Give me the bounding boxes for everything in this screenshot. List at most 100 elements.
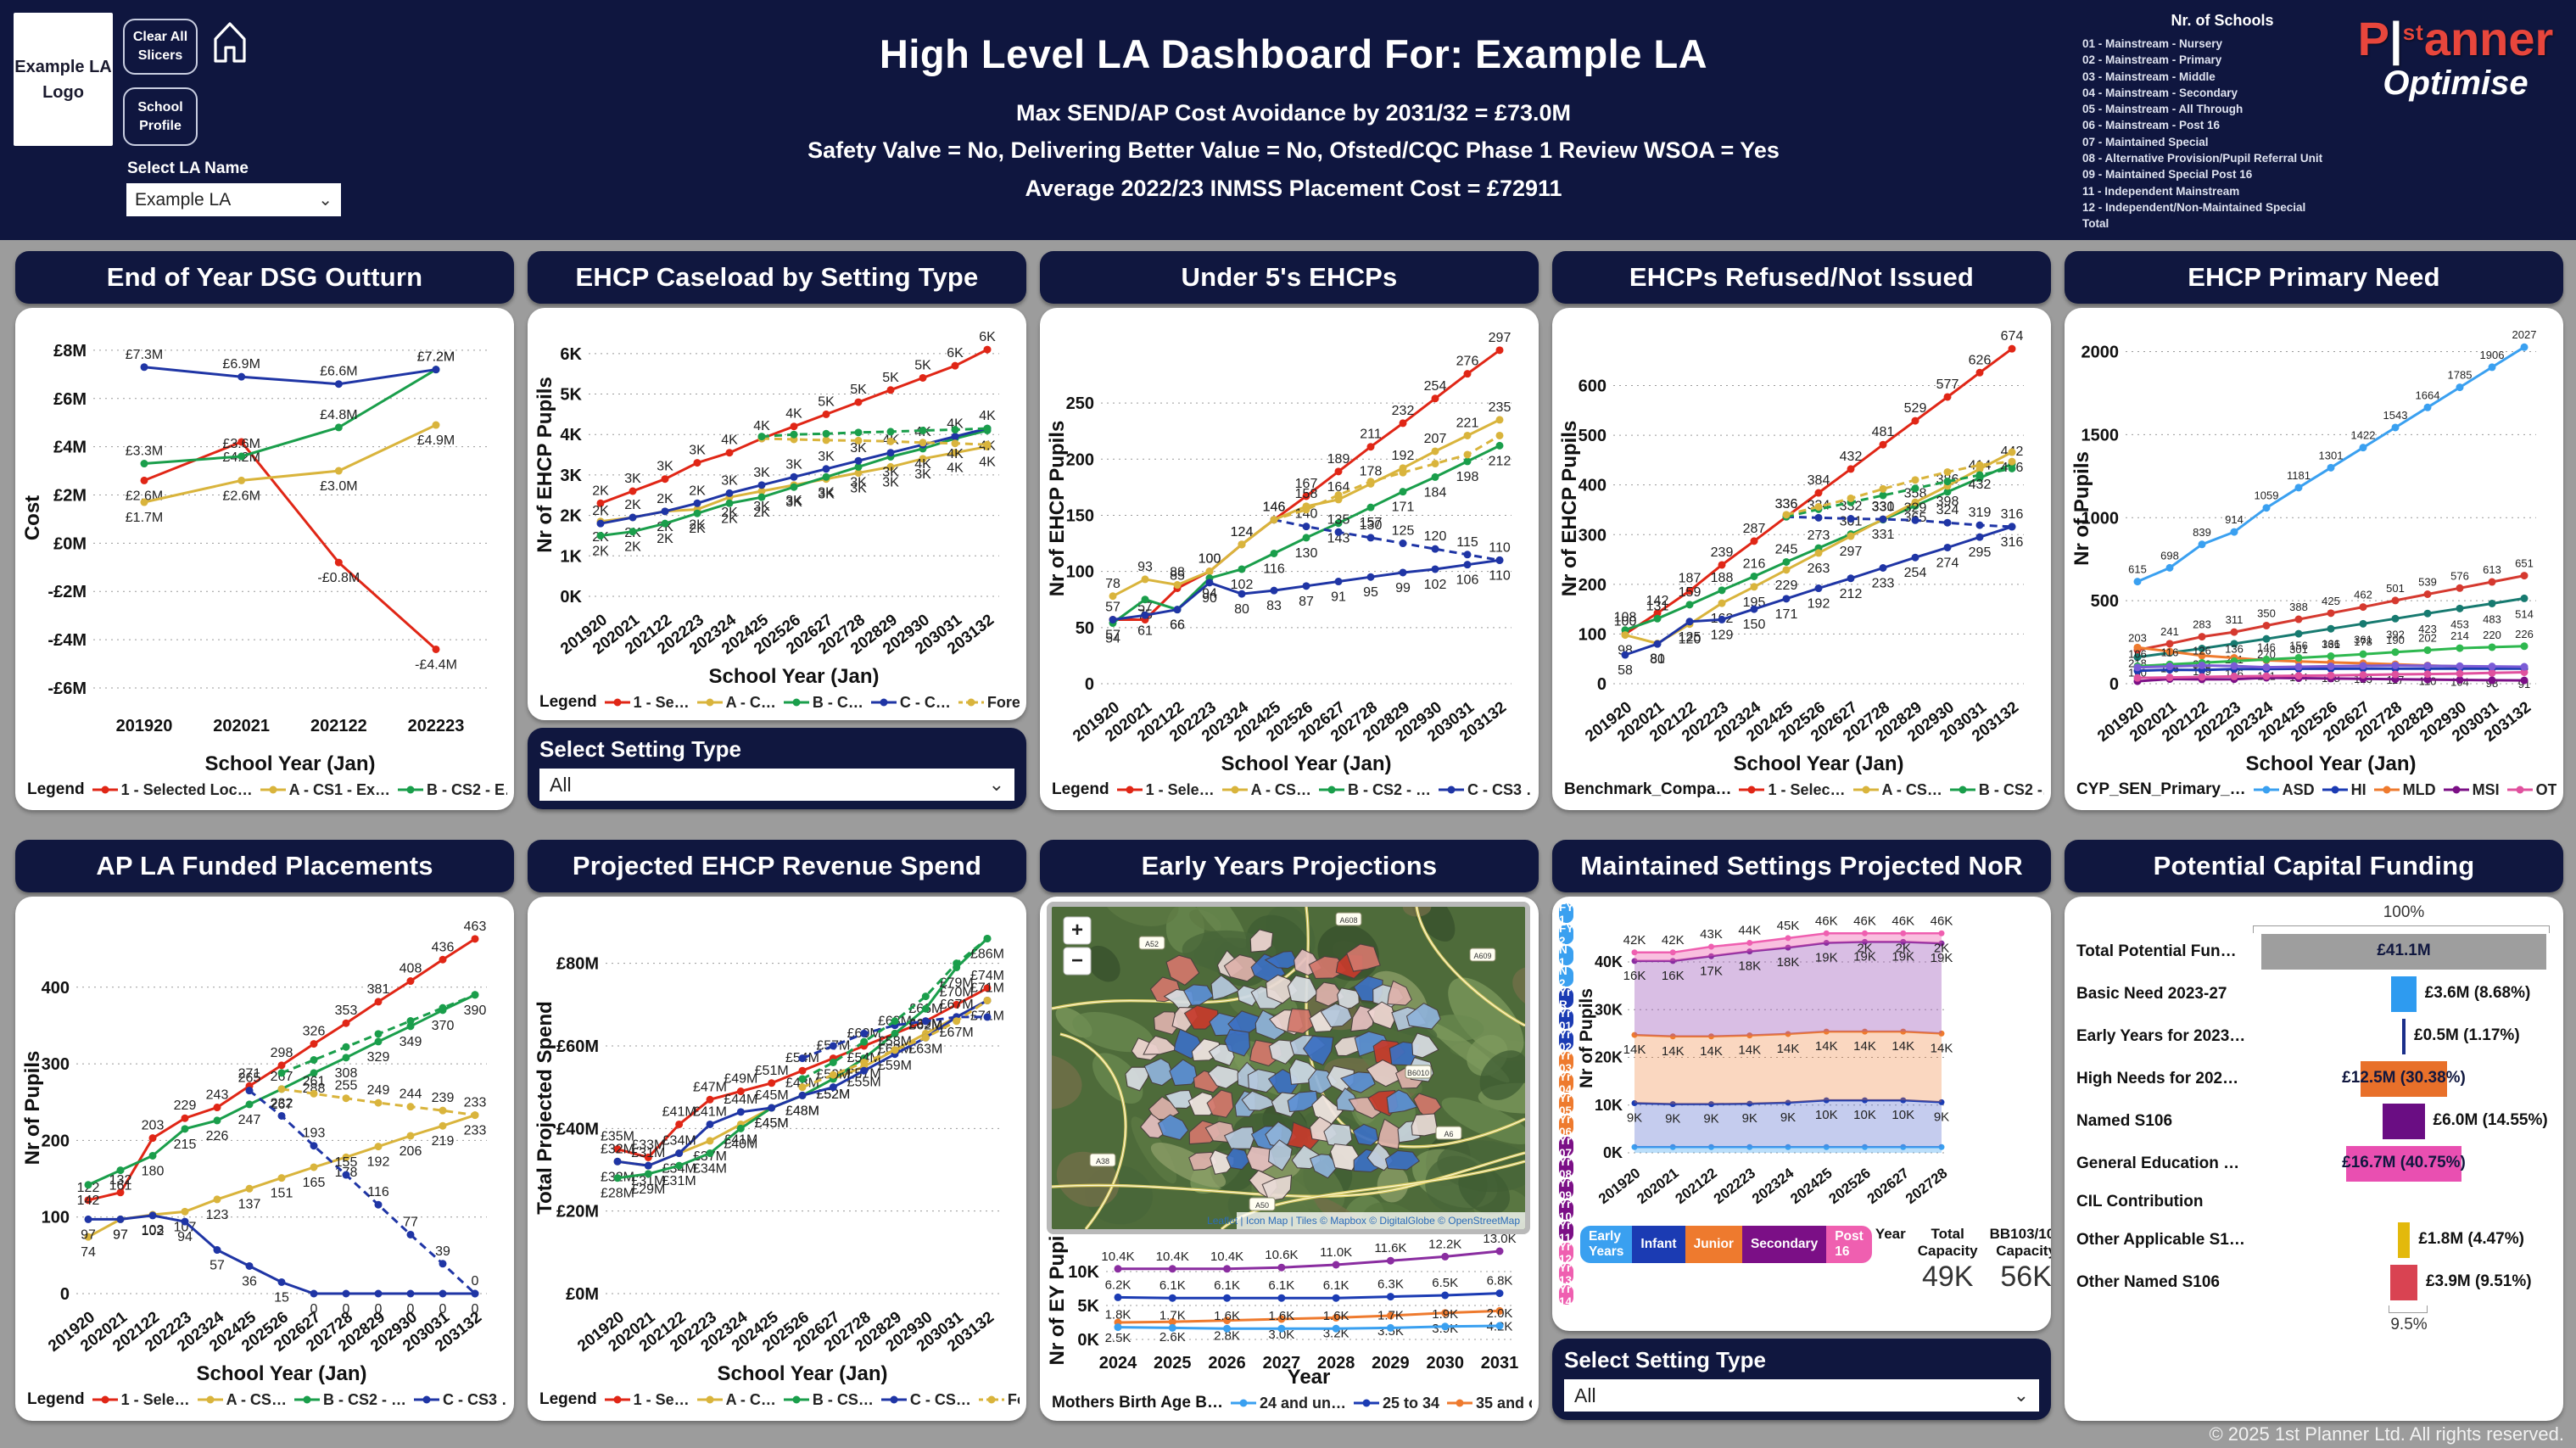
year-group-pill[interactable]: Yr 14 (1559, 1282, 1574, 1308)
legend-item[interactable]: MLD (2373, 781, 2436, 799)
legend-item[interactable]: C - CS3 … (413, 1391, 507, 1409)
primary-need-legend[interactable]: CYP_SEN_Primary_…ASDHIMLDMSIOTHPD▸ (2071, 779, 2556, 802)
year-group-pill[interactable]: Yr R (1559, 986, 1574, 1011)
legend-item[interactable]: C - CS3 … (1438, 781, 1532, 799)
copyright-text: © 2025 1st Planner Ltd. All rights reser… (2209, 1423, 2564, 1445)
legend-item[interactable]: 1 - Sele… (92, 1391, 190, 1409)
year-group-pill[interactable]: Yr 10 (1559, 1197, 1574, 1223)
la-name-dropdown[interactable]: Example LA ⌄ (126, 183, 341, 216)
legend-item[interactable]: 25 to 34 (1353, 1395, 1439, 1412)
school-profile-button[interactable]: School Profile (123, 87, 198, 146)
svg-text:2024: 2024 (1099, 1354, 1137, 1373)
refused-legend[interactable]: Benchmark_Compa… 1 - Selec… A - CS… B - CS2… (1559, 779, 2044, 802)
svg-text:£40M: £40M (556, 1120, 599, 1138)
legend-item[interactable]: A - CS… (1852, 781, 1942, 799)
early-years-map[interactable]: A52 A38 A6 A608 A609 B6010 A50 Leaflet | Icon M… (1047, 902, 1530, 1234)
legend-item[interactable]: ASD (2253, 781, 2315, 799)
legend-item[interactable]: 1 - Sele… (1116, 781, 1215, 799)
svg-text:100: 100 (1199, 552, 1221, 567)
svg-text:10K: 10K (1595, 1097, 1623, 1114)
svg-text:83: 83 (1266, 599, 1282, 613)
phase-pill[interactable]: Junior (1685, 1226, 1742, 1263)
dsg-legend[interactable]: Legend 1 - Selected Loc… A - CS1 - Ex… B - … (22, 779, 507, 802)
legend-item[interactable]: A - CS… (1221, 781, 1311, 799)
under5-legend[interactable]: Legend 1 - Sele… A - CS… B - CS2 - … C - CS3… (1047, 779, 1532, 802)
legend-item[interactable]: HI (2322, 781, 2366, 799)
legend-item[interactable]: B - CS2 - E… (397, 781, 507, 799)
year-group-pill[interactable]: Yr 06 (1559, 1112, 1574, 1138)
legend-item[interactable]: A - CS1 - Ex… (260, 781, 390, 799)
map-canvas[interactable]: A52 A38 A6 A608 A609 B6010 A50 Leaflet | Icon M… (1052, 907, 1525, 1229)
funnel-bar[interactable] (2397, 1222, 2411, 1258)
year-group-pill[interactable]: N 1 (1559, 943, 1574, 969)
legend-item[interactable]: 1 - Selected Loc… (92, 781, 253, 799)
funnel-bar[interactable] (2383, 1104, 2425, 1139)
setting-type-dropdown[interactable]: All ⌄ (539, 769, 1014, 801)
year-group-pill[interactable]: Yr 05 (1559, 1091, 1574, 1117)
year-group-pill[interactable]: Yr 07 (1559, 1133, 1574, 1160)
funnel-bar[interactable] (2401, 1019, 2406, 1054)
legend-item[interactable]: A - C… (696, 1391, 776, 1409)
legend-item[interactable]: 1 - Se… (604, 1391, 690, 1409)
year-group-pill[interactable]: Yr 09 (1559, 1176, 1574, 1202)
svg-text:336: 336 (1775, 497, 1798, 512)
year-group-pill[interactable]: Yr 01 (1559, 1006, 1574, 1032)
svg-text:£3.6M: £3.6M (222, 437, 260, 451)
svg-text:245: 245 (1775, 542, 1798, 556)
setting-type-dropdown[interactable]: All ⌄ (1564, 1379, 2039, 1412)
funnel-bar[interactable] (2390, 1265, 2417, 1300)
year-group-pill[interactable]: Yr 03 (1559, 1048, 1574, 1075)
svg-text:159: 159 (1679, 585, 1702, 600)
early-years-legend[interactable]: Mothers Birth Age B… 24 and un… 25 to 34 35… (1047, 1392, 1532, 1416)
year-group-pill[interactable]: Yr 12 (1559, 1239, 1574, 1266)
clear-all-slicers-button[interactable]: Clear All Slicers (123, 19, 198, 75)
phase-pill[interactable]: Post 16 (1826, 1226, 1872, 1263)
legend-item[interactable]: 1 - Selec… (1739, 781, 1846, 799)
legend-item[interactable]: Forec… (958, 694, 1020, 712)
phase-pill[interactable]: Secondary (1741, 1226, 1827, 1263)
phase-legend-pills[interactable]: Early Years Infant Junior Secondary Post 16 (1580, 1226, 1872, 1263)
legend-item[interactable]: 24 and un… (1230, 1395, 1346, 1412)
year-group-pill[interactable]: FY 1 (1559, 900, 1574, 926)
funnel-bar[interactable] (2360, 1061, 2448, 1097)
svg-text:123: 123 (206, 1208, 229, 1222)
svg-text:39: 39 (435, 1244, 450, 1259)
phase-pill[interactable]: Infant (1632, 1226, 1685, 1263)
legend-item[interactable]: A - CS… (197, 1391, 287, 1409)
funnel-bar[interactable] (2261, 934, 2546, 970)
year-group-pill[interactable]: FY 2 (1559, 921, 1574, 948)
legend-item[interactable]: 1 - Se… (604, 694, 690, 712)
legend-item[interactable]: B - CS2 -… (1949, 781, 2044, 799)
legend-item[interactable]: B - CS2 - … (293, 1391, 406, 1409)
legend-item[interactable]: 35 and over (1447, 1395, 1532, 1412)
legend-item[interactable]: A - C… (696, 694, 776, 712)
funnel-bar[interactable] (2345, 1146, 2462, 1182)
year-group-pill[interactable]: Yr 13 (1559, 1261, 1574, 1287)
legend-item[interactable]: B - CS2 - … (1318, 781, 1431, 799)
svg-text:85: 85 (1170, 568, 1185, 583)
svg-text:102: 102 (1424, 578, 1447, 592)
year-group-pill[interactable]: Yr 11 (1559, 1219, 1574, 1244)
phase-pill[interactable]: Early Years (1580, 1226, 1633, 1263)
home-icon[interactable] (212, 19, 248, 70)
legend-item[interactable]: B - CS… (783, 1391, 874, 1409)
legend-title: Legend (1052, 780, 1109, 798)
svg-text:103: 103 (142, 1223, 165, 1238)
legend-item[interactable]: OTH (2506, 781, 2556, 799)
year-group-pill[interactable]: N 2 (1559, 964, 1574, 990)
legend-item[interactable]: Forec… (978, 1391, 1020, 1409)
legend-item[interactable]: B - C… (783, 694, 863, 712)
year-group-pill[interactable]: Yr 02 (1559, 1027, 1574, 1054)
legend-item[interactable]: MSI (2443, 781, 2500, 799)
year-group-pill[interactable]: Yr 04 (1559, 1070, 1574, 1096)
legend-item[interactable]: C - C… (870, 694, 951, 712)
legend-item[interactable]: C - CS… (880, 1391, 971, 1409)
ap-legend[interactable]: Legend 1 - Sele… A - CS… B - CS2 - … C - CS3… (22, 1389, 507, 1412)
year-group-pill[interactable]: Yr 08 (1559, 1154, 1574, 1181)
funnel-bar[interactable] (2391, 976, 2417, 1012)
svg-text:£54M: £54M (847, 1051, 881, 1065)
svg-text:Total Projected Spend: Total Projected Spend (534, 1001, 556, 1215)
